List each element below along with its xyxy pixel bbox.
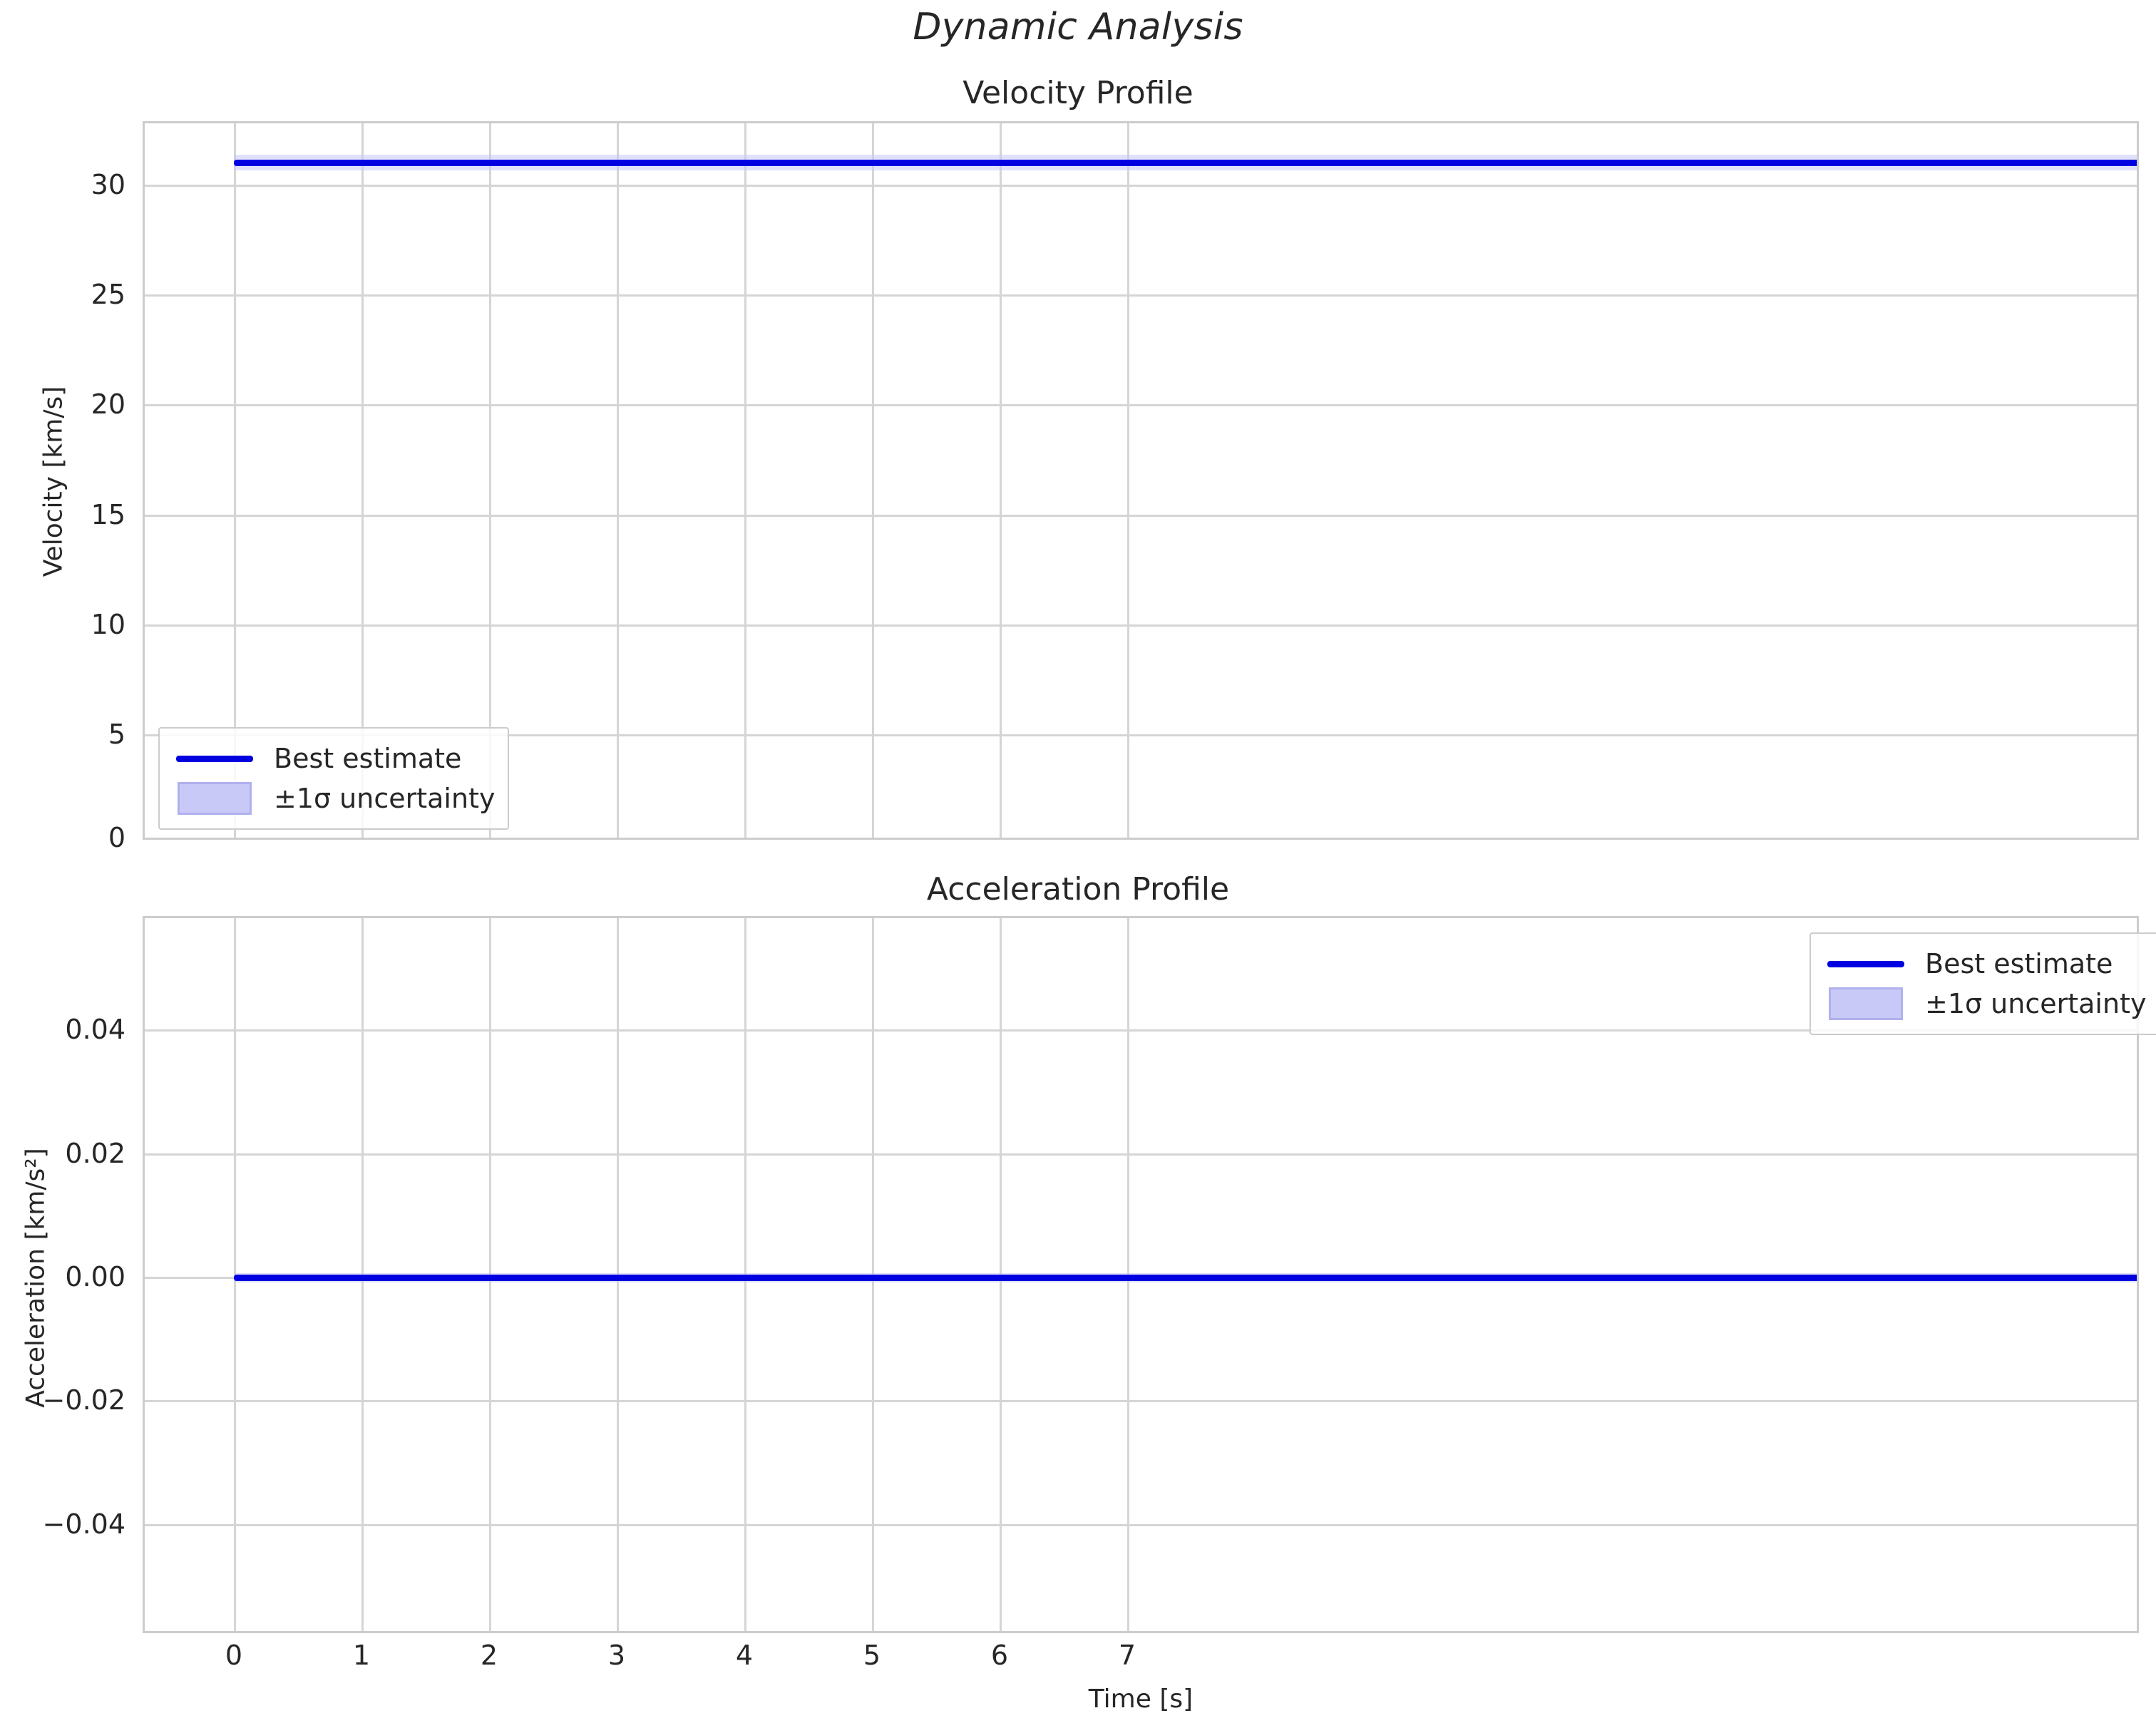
- velocity-gridline-x0: [234, 123, 236, 838]
- acceleration-gridline-y004: [145, 1029, 2137, 1032]
- acceleration-axis-label: Acceleration [km/s²]: [21, 1148, 51, 1408]
- legend-item-best-estimate[interactable]: Best estimate: [1822, 944, 2146, 984]
- acceleration-plot-area: [145, 918, 2137, 1631]
- xtick-7: 7: [1118, 1640, 1136, 1671]
- velocity-axis-label: Velocity [km/s]: [38, 386, 68, 577]
- velocity-ytick-5: 5: [108, 719, 125, 750]
- velocity-ytick-20: 20: [91, 389, 125, 420]
- acceleration-best-estimate-line: [234, 1275, 2137, 1281]
- legend-patch-swatch-icon: [1822, 987, 1909, 1020]
- acceleration-ytick-002: 0.02: [65, 1138, 125, 1169]
- acceleration-gridline-yn002: [145, 1400, 2137, 1402]
- velocity-gridline-x1: [361, 123, 364, 838]
- velocity-ytick-30: 30: [91, 169, 125, 200]
- legend-patch-swatch-icon: [171, 782, 258, 815]
- velocity-gridline-y25: [145, 294, 2137, 297]
- xtick-3: 3: [607, 1640, 626, 1671]
- xtick-6: 6: [990, 1640, 1009, 1671]
- velocity-ytick-0: 0: [108, 822, 125, 853]
- velocity-best-estimate-line: [234, 160, 2137, 166]
- velocity-subplot-title: Velocity Profile: [962, 75, 1194, 111]
- acceleration-gridline-y002: [145, 1153, 2137, 1156]
- acceleration-ytick-n002: −0.02: [42, 1384, 125, 1416]
- velocity-ytick-25: 25: [91, 279, 125, 310]
- xtick-0: 0: [225, 1640, 243, 1671]
- acceleration-ytick-004: 0.04: [65, 1014, 125, 1045]
- velocity-plot-area: [145, 123, 2137, 838]
- acceleration-legend[interactable]: Best estimate ±1σ uncertainty: [1809, 932, 2156, 1035]
- legend-label-uncertainty: ±1σ uncertainty: [274, 783, 496, 814]
- xtick-5: 5: [863, 1640, 881, 1671]
- xtick-1: 1: [352, 1640, 371, 1671]
- acceleration-ytick-n004: −0.04: [42, 1508, 125, 1540]
- velocity-gridline-x3: [617, 123, 619, 838]
- legend-item-best-estimate[interactable]: Best estimate: [171, 739, 495, 778]
- velocity-gridline-x2: [489, 123, 491, 838]
- velocity-gridline-y30: [145, 185, 2137, 187]
- acceleration-ytick-000: 0.00: [65, 1261, 125, 1292]
- velocity-gridline-y10: [145, 624, 2137, 627]
- legend-line-swatch-icon: [1822, 960, 1909, 967]
- xtick-4: 4: [735, 1640, 754, 1671]
- velocity-gridline-x7: [1127, 123, 1129, 838]
- velocity-gridline-y5: [145, 734, 2137, 736]
- legend-label-uncertainty: ±1σ uncertainty: [1925, 988, 2147, 1019]
- velocity-gridline-x4: [744, 123, 746, 838]
- legend-label-best-estimate: Best estimate: [1925, 948, 2113, 979]
- legend-item-uncertainty[interactable]: ±1σ uncertainty: [1822, 984, 2146, 1024]
- legend-label-best-estimate: Best estimate: [274, 743, 462, 774]
- velocity-gridline-x6: [1000, 123, 1002, 838]
- velocity-gridline-x5: [872, 123, 874, 838]
- velocity-axes: [143, 121, 2139, 840]
- velocity-ytick-15: 15: [91, 499, 125, 530]
- acceleration-gridline-yn004: [145, 1524, 2137, 1526]
- velocity-ytick-10: 10: [91, 609, 125, 640]
- time-axis-label: Time [s]: [1088, 1685, 1194, 1714]
- legend-item-uncertainty[interactable]: ±1σ uncertainty: [171, 778, 495, 818]
- figure-suptitle: Dynamic Analysis: [913, 6, 1243, 48]
- velocity-legend[interactable]: Best estimate ±1σ uncertainty: [158, 727, 510, 830]
- velocity-gridline-y15: [145, 515, 2137, 517]
- acceleration-subplot-title: Acceleration Profile: [926, 871, 1230, 907]
- velocity-gridline-y20: [145, 404, 2137, 406]
- legend-line-swatch-icon: [171, 755, 258, 762]
- acceleration-axes: [143, 916, 2139, 1633]
- xtick-2: 2: [480, 1640, 498, 1671]
